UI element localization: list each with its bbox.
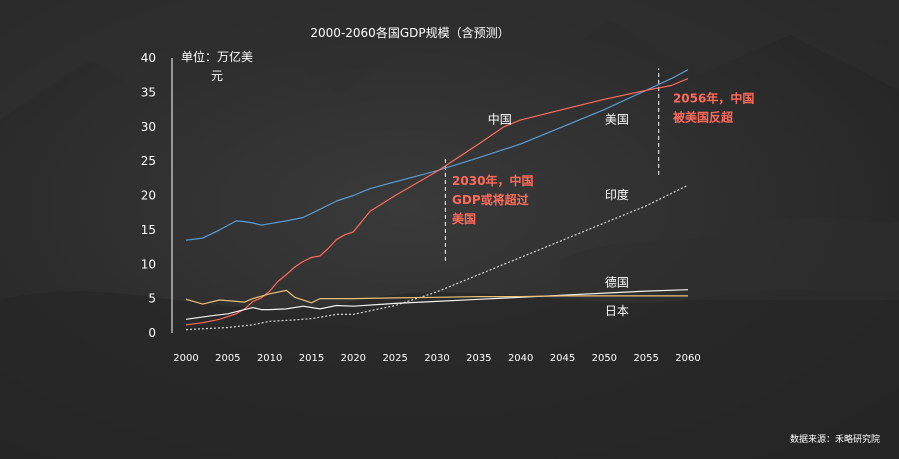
y-tick-label: 30	[141, 120, 156, 134]
series-label: 日本	[605, 304, 629, 318]
x-tick-label: 2055	[633, 353, 658, 364]
y-tick-label: 35	[141, 85, 156, 99]
x-tick-label: 2040	[508, 353, 533, 364]
chart-title: 2000-2060各国GDP规模（含预测）	[310, 25, 509, 40]
y-tick-label: 40	[141, 51, 156, 65]
x-tick-label: 2025	[382, 353, 407, 364]
series-line	[185, 69, 689, 241]
x-tick-label: 2035	[466, 353, 491, 364]
x-tick-label: 2010	[257, 353, 282, 364]
x-tick-label: 2060	[675, 353, 700, 364]
series-line	[185, 289, 688, 305]
series-line	[185, 184, 689, 331]
y-tick-label: 0	[148, 326, 156, 340]
y-tick-label: 15	[141, 223, 156, 237]
y-tick-label: 5	[148, 292, 156, 306]
x-tick-label: 2045	[550, 353, 575, 364]
series-label: 中国	[488, 111, 512, 126]
x-tick-label: 2030	[424, 353, 449, 364]
reference-lines	[444, 68, 660, 261]
annotation-line: 2030年，中国	[452, 173, 533, 188]
annotation-line: GDP或将超过	[452, 192, 529, 207]
x-tick-label: 2015	[299, 353, 324, 364]
annotation-line: 美国	[452, 211, 476, 226]
series-line	[185, 78, 689, 326]
annotation-line: 被美国反超	[673, 110, 734, 125]
y-tick-label: 10	[141, 257, 156, 271]
y-axis-label-line2: 元	[211, 69, 223, 83]
annotation-line: 2056年，中国	[673, 91, 754, 106]
x-tick-label: 2005	[215, 353, 240, 364]
x-tick-label: 2000	[173, 353, 198, 364]
y-tick-labels: 0 5 10 15 20 25 30 35 40	[141, 51, 156, 340]
series-label: 印度	[605, 187, 629, 202]
x-tick-label: 2020	[341, 353, 366, 364]
x-tick-label: 2050	[592, 353, 617, 364]
series-label: 德国	[605, 274, 629, 289]
series-lines	[185, 69, 689, 331]
y-axis-label-line1: 单位：万亿美	[181, 49, 253, 64]
series-label: 美国	[605, 112, 629, 126]
source-note: 数据来源：禾略研究院	[790, 433, 880, 445]
y-tick-label: 20	[141, 189, 156, 203]
y-tick-label: 25	[141, 154, 156, 168]
x-tick-labels: 2000 2005 2010 2015 2020 2025 2030 2035 2040 2045…	[173, 353, 700, 364]
